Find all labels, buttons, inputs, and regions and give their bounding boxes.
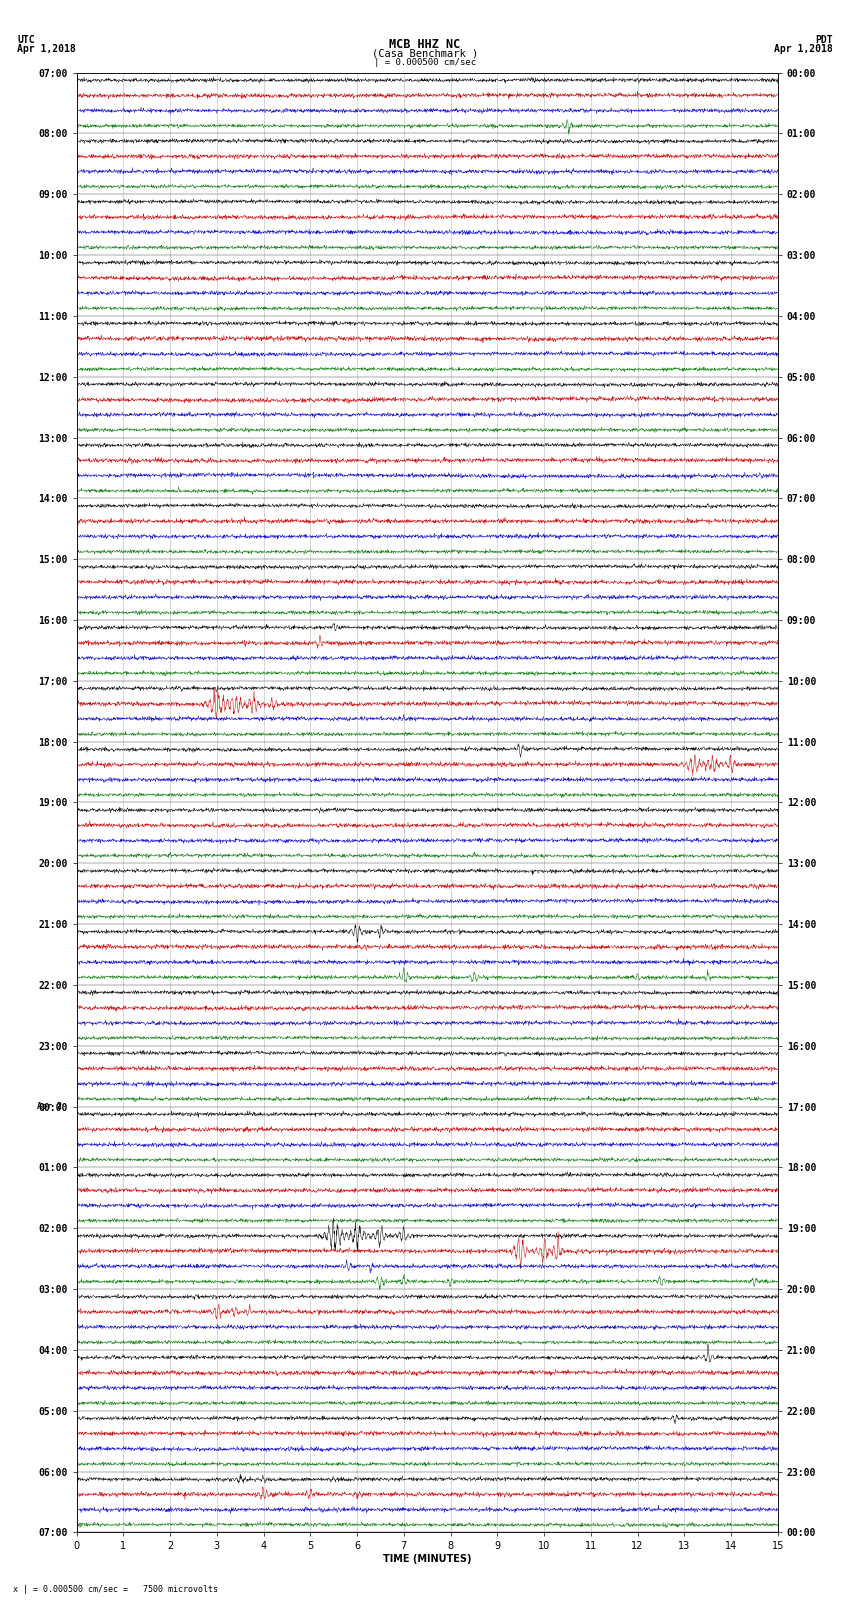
Text: Apr 1,2018: Apr 1,2018 [17,44,76,53]
Text: UTC: UTC [17,35,35,45]
Text: (Casa Benchmark ): (Casa Benchmark ) [371,48,478,58]
Text: x | = 0.000500 cm/sec =   7500 microvolts: x | = 0.000500 cm/sec = 7500 microvolts [13,1584,218,1594]
Text: | = 0.000500 cm/sec: | = 0.000500 cm/sec [374,58,476,66]
Text: Apr 2: Apr 2 [37,1102,63,1111]
Text: Apr 1,2018: Apr 1,2018 [774,44,833,53]
Text: MCB HHZ NC: MCB HHZ NC [389,37,461,50]
Text: PDT: PDT [815,35,833,45]
X-axis label: TIME (MINUTES): TIME (MINUTES) [382,1555,472,1565]
